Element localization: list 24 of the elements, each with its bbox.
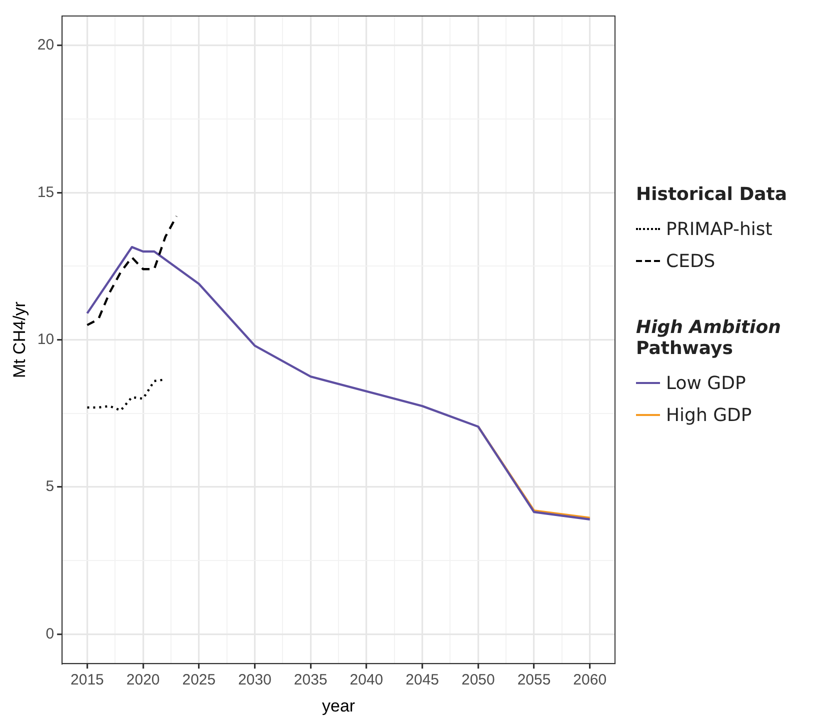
- x-tick-label: 2025: [182, 672, 216, 689]
- x-tick-label: 2015: [70, 672, 104, 689]
- x-axis-title: year: [322, 696, 356, 716]
- x-tick-label: 2055: [517, 672, 551, 689]
- y-tick-label: 20: [37, 36, 54, 54]
- x-tick-label: 2060: [573, 672, 607, 689]
- x-tick-label: 2050: [461, 672, 495, 689]
- line-series: [86, 215, 178, 326]
- x-tick-label: 2020: [126, 672, 160, 689]
- y-tick-label: 10: [37, 330, 54, 348]
- x-tick-label: 2030: [238, 672, 272, 689]
- x-tick-label: 2035: [294, 672, 328, 689]
- legend-label: High GDP: [666, 404, 752, 426]
- legend-label: CEDS: [666, 250, 716, 272]
- text: High Ambition Pathways: [636, 317, 782, 359]
- y-tick-label: 5: [46, 478, 54, 496]
- y-tick-label: 15: [37, 184, 54, 201]
- y-tick-label: 0: [46, 625, 54, 642]
- x-tick-label: 2040: [350, 672, 384, 689]
- y-axis-title: Mt CH4/yr: [10, 301, 29, 378]
- legend-label: PRIMAP-hist: [666, 218, 772, 240]
- legend-title: Historical Data: [636, 184, 788, 205]
- legend-label: Low GDP: [666, 372, 746, 394]
- x-tick-label: 2045: [406, 672, 440, 689]
